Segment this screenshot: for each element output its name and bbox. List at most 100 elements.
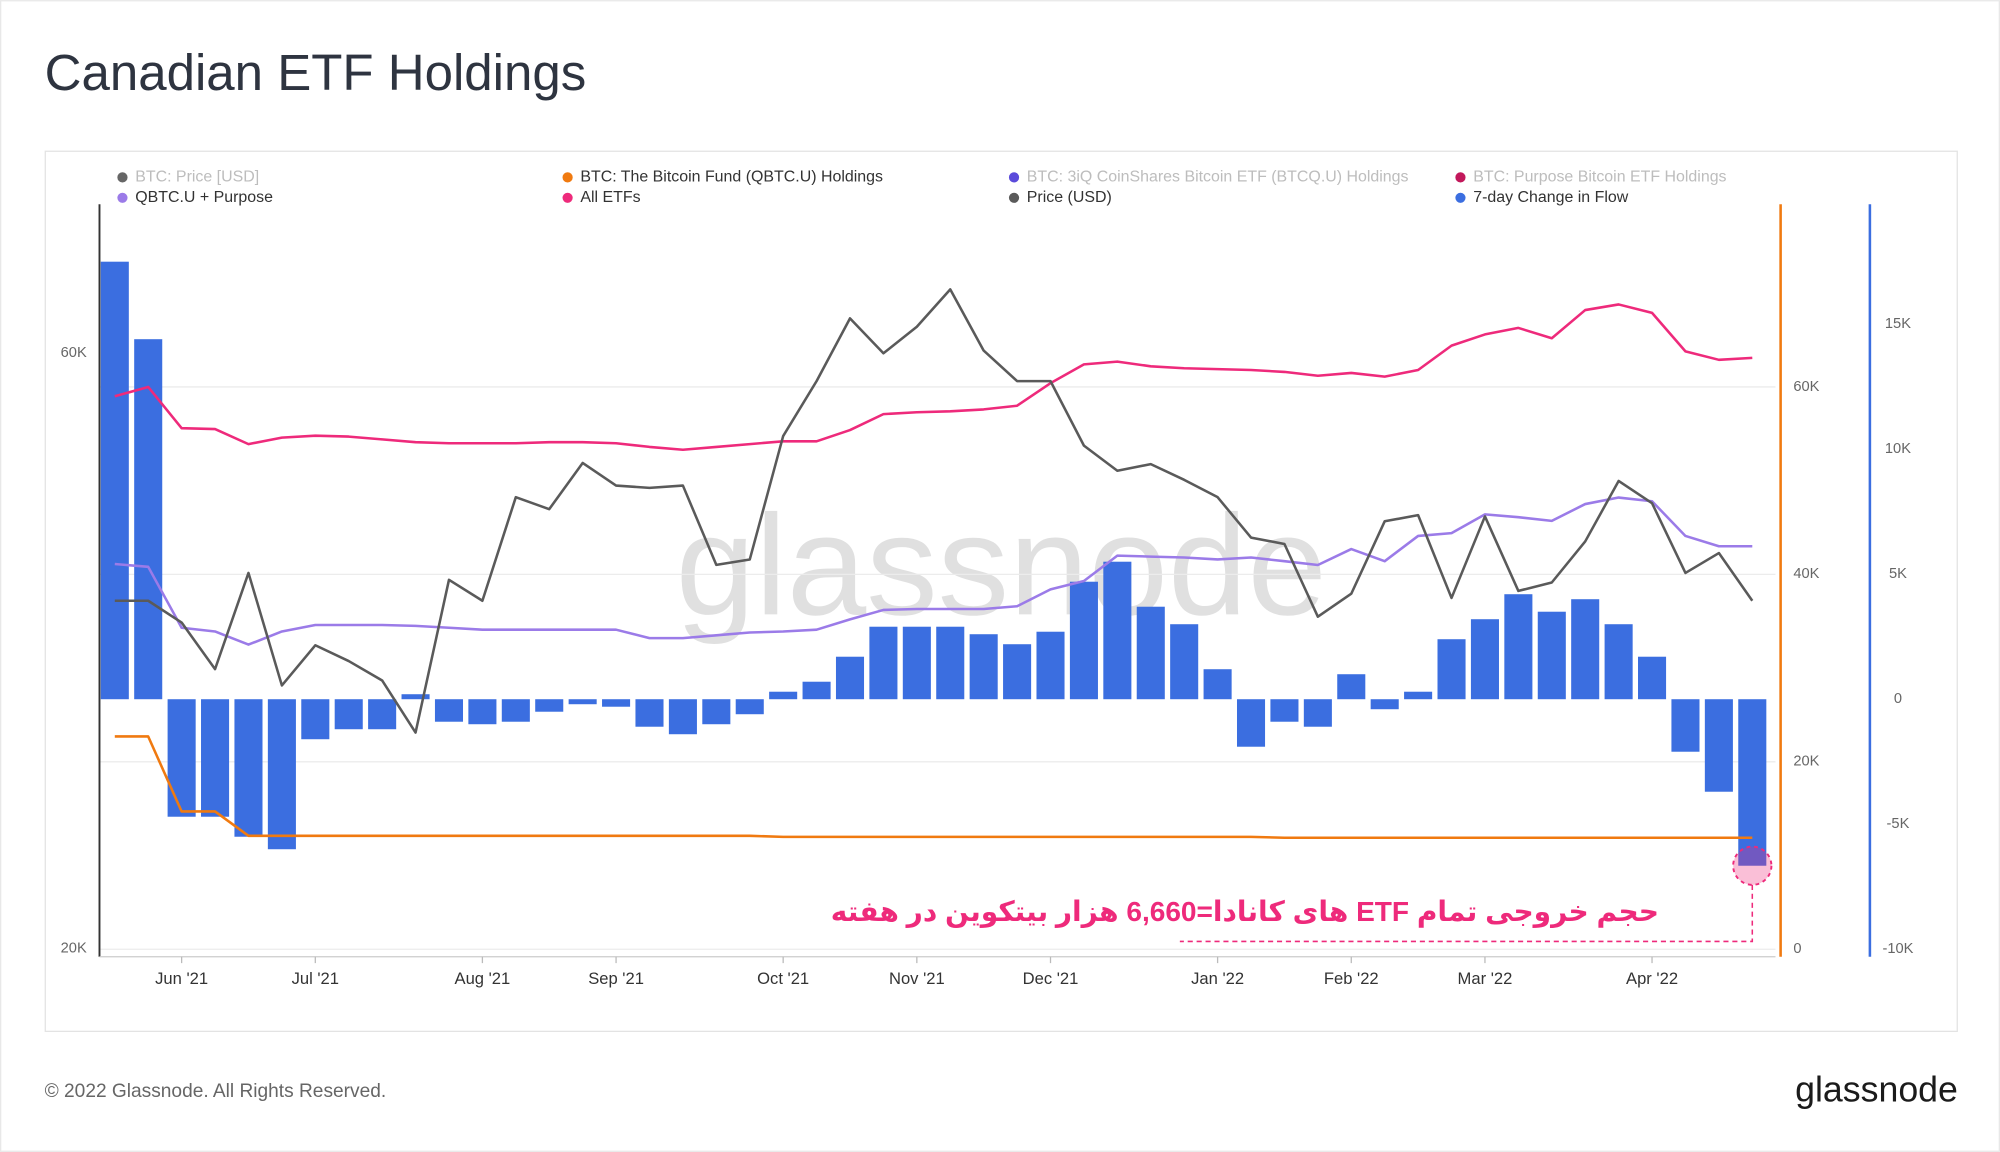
y-tick-label: 5K: [1889, 566, 1907, 582]
bar: [1470, 619, 1499, 700]
bar: [1103, 561, 1132, 700]
x-tick-label: Sep '21: [588, 969, 644, 988]
annotation-layer: حجم خروجی تمام ETF های کانادا=6,660 هزار…: [831, 845, 1773, 943]
bar: [602, 699, 631, 707]
y-tick-label: 15K: [1885, 316, 1911, 332]
bar: [1270, 699, 1299, 722]
bar: [568, 699, 597, 705]
x-tick-label: Apr '22: [1626, 969, 1678, 988]
x-tick-label: Jul '21: [292, 969, 339, 988]
bar: [635, 699, 664, 727]
bar: [334, 699, 363, 730]
x-tick-label: Nov '21: [889, 969, 945, 988]
bar: [535, 699, 564, 712]
x-tick-label: Dec '21: [1023, 969, 1079, 988]
legend-marker: [117, 172, 128, 183]
bar: [1437, 639, 1466, 700]
bar: [735, 699, 764, 715]
bar: [401, 694, 430, 700]
bar: [769, 691, 798, 700]
bar: [1638, 656, 1667, 700]
grid: [99, 386, 1776, 950]
y-tick-label: 60K: [1793, 379, 1819, 395]
bar: [668, 699, 697, 735]
y-tick-label: -10K: [1882, 941, 1913, 957]
bar: [134, 339, 163, 700]
annotation: حجم خروجی تمام ETF های کانادا=6,660 هزار…: [831, 896, 1659, 928]
y-tick-label: 40K: [1793, 566, 1819, 582]
bar: [100, 261, 129, 700]
y-tick-label: -5K: [1887, 816, 1910, 832]
y-tick-label: 20K: [1793, 754, 1819, 770]
axes: 20K 60K 0 20K 40K 60K -10K -5K 0 5K 10K 15K Jun '21 J…: [61, 204, 1914, 988]
y-tick-label: 0: [1793, 941, 1801, 957]
legend-marker: [1455, 172, 1466, 183]
logo: glassnode: [1795, 1069, 1958, 1109]
legend-label: 7-day Change in Flow: [1473, 189, 1629, 206]
legend-label: BTC: Purpose Bitcoin ETF Holdings: [1473, 169, 1726, 186]
x-tick-label: Aug '21: [455, 969, 511, 988]
chart-title: Canadian ETF Holdings: [45, 44, 587, 101]
bar: [902, 626, 931, 700]
bar: [1036, 631, 1065, 700]
x-tick-label: Oct '21: [757, 969, 809, 988]
bars: [100, 261, 1767, 866]
bar: [1136, 606, 1165, 700]
legend-label: BTC: Price [USD]: [135, 169, 259, 186]
bar: [802, 681, 831, 700]
legend-label: All ETFs: [580, 189, 640, 206]
y-tick-label: 10K: [1885, 441, 1911, 457]
line: [114, 496, 1753, 646]
bar: [1003, 644, 1032, 700]
bar: [468, 699, 497, 725]
legend: BTC: Price [USD] BTC: The Bitcoin Fund (Q…: [117, 169, 1727, 206]
lines: [114, 288, 1754, 840]
bar: [234, 699, 263, 837]
legend-marker: [1008, 192, 1020, 203]
bar: [1069, 581, 1098, 700]
bar: [1571, 599, 1600, 700]
bar: [1236, 699, 1266, 747]
bar: [1537, 611, 1566, 700]
bar: [434, 699, 464, 722]
line: [114, 303, 1753, 451]
bar: [167, 699, 196, 817]
y-tick-label: 20K: [61, 940, 87, 956]
bar: [1170, 624, 1199, 700]
bar: [1704, 699, 1733, 792]
legend-label: BTC: 3iQ CoinShares Bitcoin ETF (BTCQ.U)…: [1027, 169, 1409, 186]
x-tick-label: Feb '22: [1324, 969, 1379, 988]
bar: [1671, 699, 1700, 752]
footer: © 2022 Glassnode. All Rights Reserved.: [45, 1081, 387, 1102]
legend-marker: [1008, 172, 1020, 183]
bar: [368, 699, 397, 730]
legend-label: QBTC.U + Purpose: [135, 189, 273, 206]
y-tick-label: 60K: [61, 345, 87, 361]
x-tick-label: Jan '22: [1191, 969, 1244, 988]
bar: [201, 699, 230, 817]
legend-label: Price (USD): [1027, 189, 1112, 206]
bar: [1337, 674, 1366, 700]
bar: [267, 699, 296, 850]
legend-marker: [117, 192, 128, 203]
legend-marker: [562, 172, 573, 183]
bar: [1404, 691, 1433, 700]
y-tick-label: 0: [1894, 691, 1902, 707]
x-tick-label: Mar '22: [1458, 969, 1513, 988]
bar: [1604, 624, 1633, 700]
legend-marker: [562, 192, 573, 203]
bar: [936, 626, 965, 700]
highlight-circle: [1732, 845, 1773, 886]
bar: [702, 699, 731, 725]
bar: [1738, 699, 1767, 866]
bar: [1370, 699, 1399, 710]
watermark: glassnode: [676, 486, 1327, 645]
bar: [869, 626, 898, 700]
bar: [835, 656, 865, 700]
line: [114, 288, 1754, 734]
bar: [1504, 594, 1533, 700]
legend-marker: [1455, 192, 1466, 203]
bar: [501, 699, 530, 722]
